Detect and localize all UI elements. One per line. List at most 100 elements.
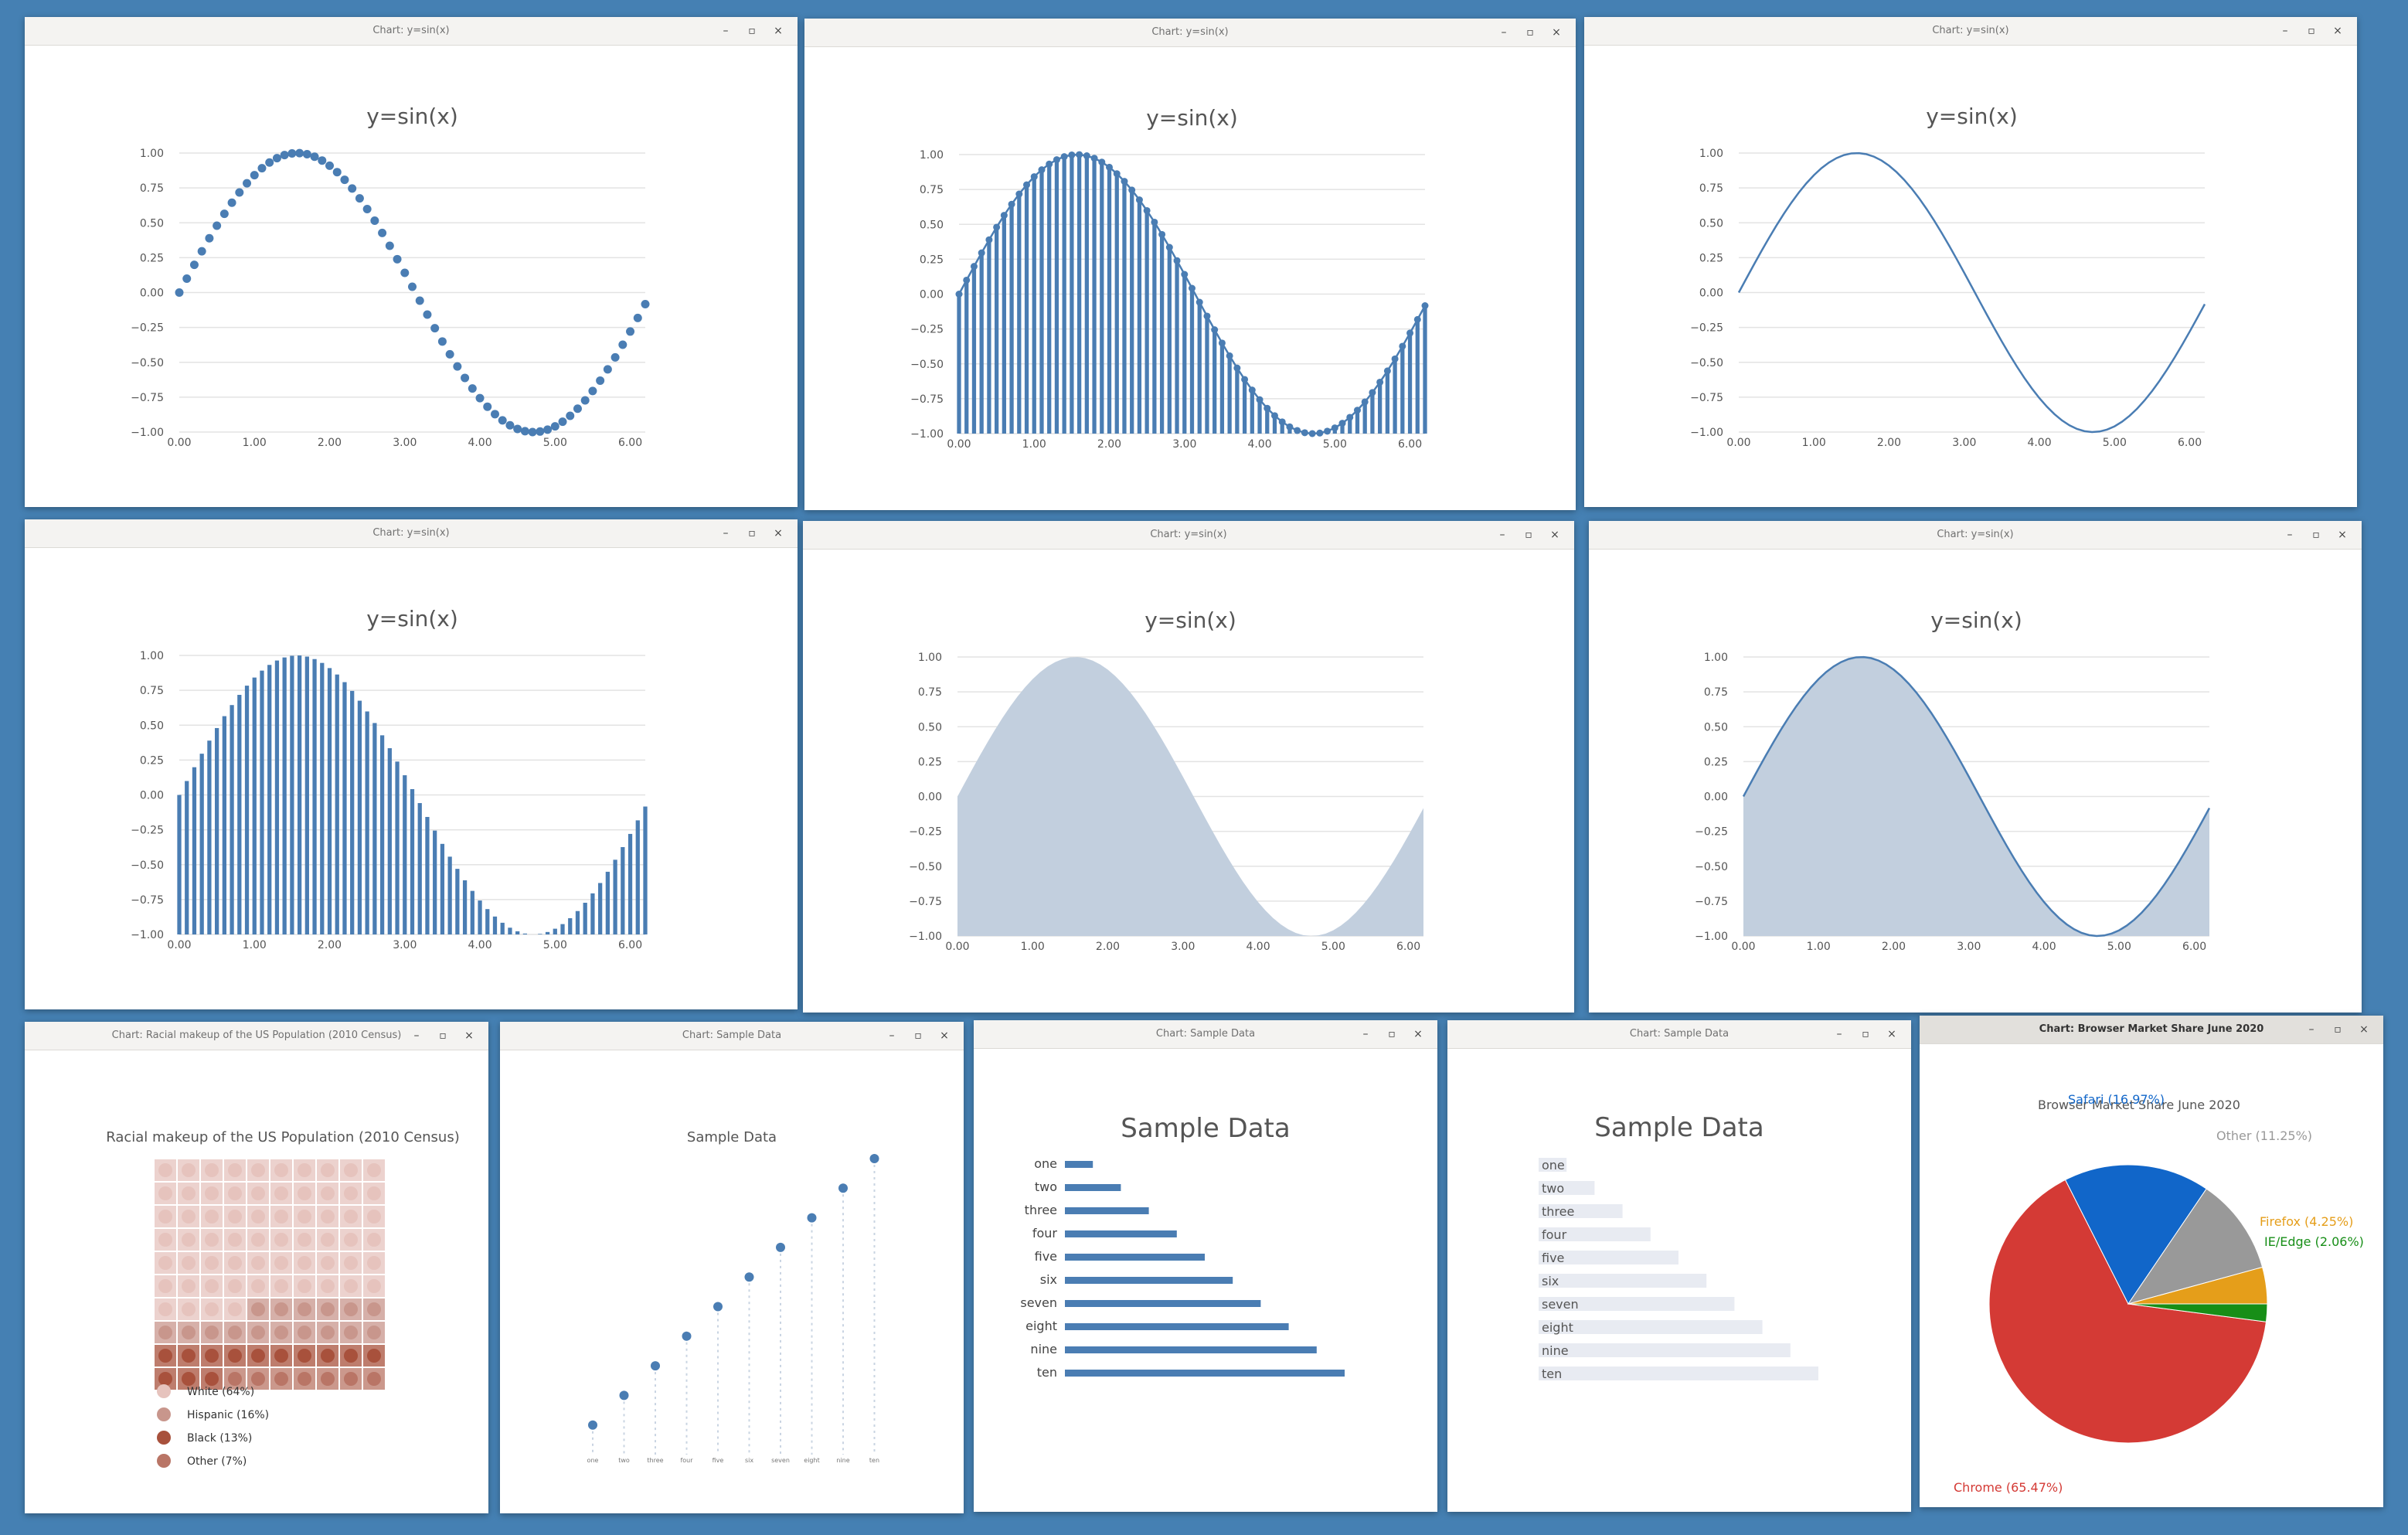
y-tick-label: four [1032, 1226, 1058, 1241]
bar [447, 856, 452, 934]
x-tick-label: 2.00 [1096, 941, 1120, 953]
hbar-chart: Sample Data one two three four five six seven ei… [1020, 1113, 1345, 1380]
waffle-dot [158, 1372, 172, 1386]
minimize-button[interactable]: – [2287, 529, 2293, 541]
waffle-dot [158, 1210, 172, 1224]
slice-label: Safari (16.97%) [2068, 1092, 2165, 1107]
data-point [550, 422, 559, 431]
waffle-window[interactable]: Chart: Racial makeup of the US Populatio… [25, 1022, 488, 1513]
close-button[interactable]: × [940, 1030, 949, 1042]
minimize-button[interactable]: – [413, 1030, 420, 1042]
bar [1144, 210, 1149, 434]
close-button[interactable]: × [2333, 25, 2342, 37]
minimize-button[interactable]: – [1499, 529, 1505, 541]
waffle-dot [251, 1256, 265, 1270]
maximize-button[interactable]: ▫ [748, 527, 756, 539]
maximize-button[interactable]: ▫ [2308, 25, 2315, 37]
waffle-dot [182, 1302, 196, 1316]
close-button[interactable]: × [774, 25, 783, 37]
minimize-button[interactable]: – [1836, 1028, 1842, 1040]
bar [350, 690, 355, 934]
maximize-button[interactable]: ▫ [439, 1030, 447, 1042]
close-button[interactable]: × [2359, 1023, 2369, 1036]
minimize-button[interactable]: – [723, 527, 729, 539]
window-titlebar[interactable]: Chart: Browser Market Share June 2020 – ▫… [1920, 1016, 2383, 1044]
close-button[interactable]: × [2338, 529, 2347, 541]
sine-scatter-window[interactable]: Chart: y=sin(x) – ▫ × y=sin(x) 1.00 0.75 0.50… [25, 17, 798, 507]
maximize-button[interactable]: ▫ [1526, 26, 1534, 39]
maximize-button[interactable]: ▫ [2334, 1023, 2342, 1036]
window-titlebar[interactable]: Chart: Sample Data – ▫ × [1447, 1020, 1911, 1049]
slice-label: Firefox (4.25%) [2260, 1214, 2353, 1229]
bar [433, 830, 437, 934]
maximize-button[interactable]: ▫ [2312, 529, 2320, 541]
maximize-button[interactable]: ▫ [914, 1030, 922, 1042]
bar [365, 711, 369, 934]
maximize-button[interactable]: ▫ [748, 25, 756, 37]
lollipop-dot [776, 1242, 785, 1252]
area-fill [957, 657, 1423, 936]
waffle-dot [205, 1233, 219, 1247]
bar [1415, 319, 1420, 434]
minimize-button[interactable]: – [2308, 1023, 2314, 1036]
x-tick-label: ten [869, 1457, 879, 1464]
close-button[interactable]: × [1550, 529, 1559, 541]
y-tick-label: 0.75 [920, 184, 944, 196]
y-tick-label: −1.00 [909, 931, 942, 943]
window-titlebar[interactable]: Chart: Racial makeup of the US Populatio… [25, 1022, 488, 1050]
sine-line-window[interactable]: Chart: y=sin(x) – ▫ × y=sin(x) 1.00 0.75 0.50… [1584, 17, 2357, 507]
bar [327, 668, 332, 934]
close-button[interactable]: × [1887, 1028, 1896, 1040]
bar [515, 931, 520, 934]
bar [1362, 401, 1367, 434]
lollipop-chart: Sample Data one two three four five six seven ei… [587, 1129, 880, 1464]
close-button[interactable]: × [774, 527, 783, 539]
bar [971, 266, 977, 434]
sine-area-window[interactable]: Chart: y=sin(x) – ▫ × y=sin(x) 1.00 0.75 0.50… [803, 521, 1574, 1013]
minimize-button[interactable]: – [2282, 25, 2288, 37]
waffle-dot [205, 1302, 219, 1316]
y-tick-label: 1.00 [920, 149, 944, 162]
window-titlebar[interactable]: Chart: y=sin(x) – ▫ × [25, 17, 798, 46]
close-button[interactable]: × [1413, 1028, 1423, 1040]
window-titlebar[interactable]: Chart: Sample Data – ▫ × [974, 1020, 1437, 1049]
window-titlebar[interactable]: Chart: y=sin(x) – ▫ × [1589, 521, 2362, 550]
waffle-dot [274, 1372, 288, 1386]
bar [613, 859, 617, 934]
hbar-window[interactable]: Chart: Sample Data – ▫ × Sample Data one two… [974, 1020, 1437, 1512]
minimize-button[interactable]: – [1362, 1028, 1369, 1040]
window-titlebar[interactable]: Chart: y=sin(x) – ▫ × [803, 521, 1574, 550]
waffle-dot [205, 1186, 219, 1200]
lollipop-window[interactable]: Chart: Sample Data – ▫ × Sample Data one two… [500, 1022, 964, 1513]
minimize-button[interactable]: – [889, 1030, 895, 1042]
waffle-dot [344, 1372, 358, 1386]
close-button[interactable]: × [464, 1030, 474, 1042]
close-button[interactable]: × [1552, 26, 1561, 39]
waffle-dot [321, 1210, 335, 1224]
sine-bar-window[interactable]: Chart: y=sin(x) – ▫ × y=sin(x) 1.00 0.75 0.50… [25, 519, 798, 1009]
track-bar-window[interactable]: Chart: Sample Data – ▫ × Sample Data one two… [1447, 1020, 1911, 1512]
sine-area-line-window[interactable]: Chart: y=sin(x) – ▫ × y=sin(x) 1.00 0.75 0.50… [1589, 521, 2362, 1013]
window-titlebar[interactable]: Chart: y=sin(x) – ▫ × [804, 19, 1576, 47]
chart-title: y=sin(x) [1146, 105, 1238, 131]
window-titlebar[interactable]: Chart: y=sin(x) – ▫ × [1584, 17, 2357, 46]
sine-bar-outline-window[interactable]: Chart: y=sin(x) – ▫ × y=sin(x) 1.00 0.75 0.50… [804, 19, 1576, 510]
bar [207, 740, 212, 934]
chart-title: y=sin(x) [366, 606, 458, 631]
maximize-button[interactable]: ▫ [1862, 1028, 1869, 1040]
minimize-button[interactable]: – [1501, 26, 1507, 39]
bar [260, 670, 264, 934]
window-titlebar[interactable]: Chart: y=sin(x) – ▫ × [25, 519, 798, 548]
pie-window[interactable]: Chart: Browser Market Share June 2020 – ▫… [1920, 1016, 2383, 1507]
data-point [197, 247, 206, 256]
maximize-button[interactable]: ▫ [1525, 529, 1532, 541]
window-title: Chart: Sample Data [682, 1030, 782, 1041]
x-tick-label: 5.00 [1321, 941, 1345, 953]
bar [1242, 379, 1247, 434]
waffle-dot [321, 1279, 335, 1293]
window-titlebar[interactable]: Chart: Sample Data – ▫ × [500, 1022, 964, 1050]
bar [1065, 1184, 1121, 1191]
waffle-dot [344, 1163, 358, 1177]
minimize-button[interactable]: – [723, 25, 729, 37]
maximize-button[interactable]: ▫ [1388, 1028, 1396, 1040]
